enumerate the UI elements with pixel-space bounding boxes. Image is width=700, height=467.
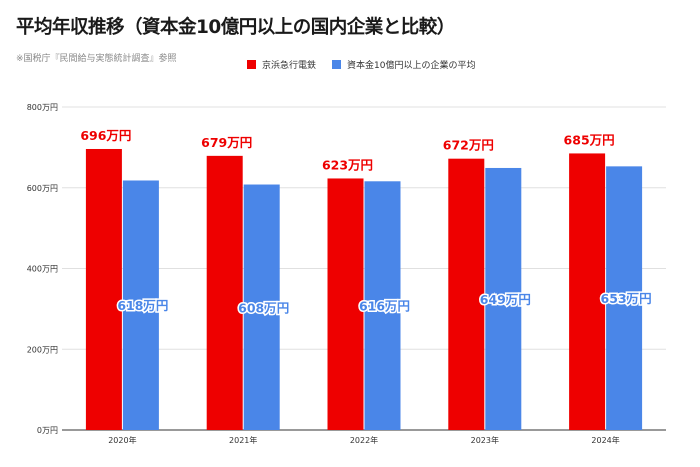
bar-series-1: [327, 178, 364, 430]
x-tick-label: 2021年: [229, 435, 257, 445]
legend-swatch-series-1: [247, 60, 256, 69]
y-tick-label: 200万円: [27, 345, 58, 354]
data-label-series-1: 696万円: [80, 128, 131, 143]
data-label-series-2: 608万円: [238, 300, 289, 315]
source-note: ※国税庁『民間給与実態統計調査』参照: [16, 54, 177, 64]
y-tick-label: 800万円: [27, 103, 58, 112]
legend-swatch-series-2: [332, 60, 342, 69]
bar-series-2: [364, 181, 401, 430]
legend-item-series-2: 資本金10億円以上の企業の平均: [332, 58, 475, 71]
x-tick-label: 2020年: [108, 435, 136, 445]
x-tick-label: 2024年: [591, 435, 619, 445]
bar-series-2: [243, 184, 280, 430]
data-label-series-2: 616万円: [359, 299, 410, 314]
legend-label-series-1: 京浜急行電鉄: [262, 61, 317, 71]
bar-series-1: [206, 155, 243, 430]
bar-series-2: [122, 180, 159, 430]
x-tick-label: 2023年: [471, 435, 499, 445]
legend-item-series-1: 京浜急行電鉄: [247, 58, 316, 71]
y-tick-label: 400万円: [27, 265, 58, 274]
bar-series-1: [448, 158, 485, 430]
y-tick-label: 0万円: [37, 426, 58, 435]
bar-series-1: [85, 148, 122, 431]
chart-title: 平均年収推移（資本金10億円以上の国内企業と比較）: [16, 17, 455, 38]
bar-series-1: [569, 153, 606, 430]
y-tick-label: 600万円: [27, 184, 58, 193]
data-label-series-2: 653万円: [601, 291, 652, 306]
x-tick-label: 2022年: [350, 435, 378, 445]
data-label-series-1: 685万円: [564, 132, 615, 147]
legend-label-series-2: 資本金10億円以上の企業の平均: [347, 61, 476, 71]
chart-legend: 京浜急行電鉄 資本金10億円以上の企業の平均: [247, 58, 491, 71]
data-label-series-1: 672万円: [443, 138, 494, 153]
data-label-series-2: 649万円: [480, 292, 531, 307]
data-label-series-1: 623万円: [322, 157, 373, 172]
data-label-series-2: 618万円: [117, 298, 168, 313]
bar-series-2: [606, 166, 643, 430]
bar-series-2: [485, 167, 522, 430]
data-label-series-1: 679万円: [201, 135, 252, 150]
